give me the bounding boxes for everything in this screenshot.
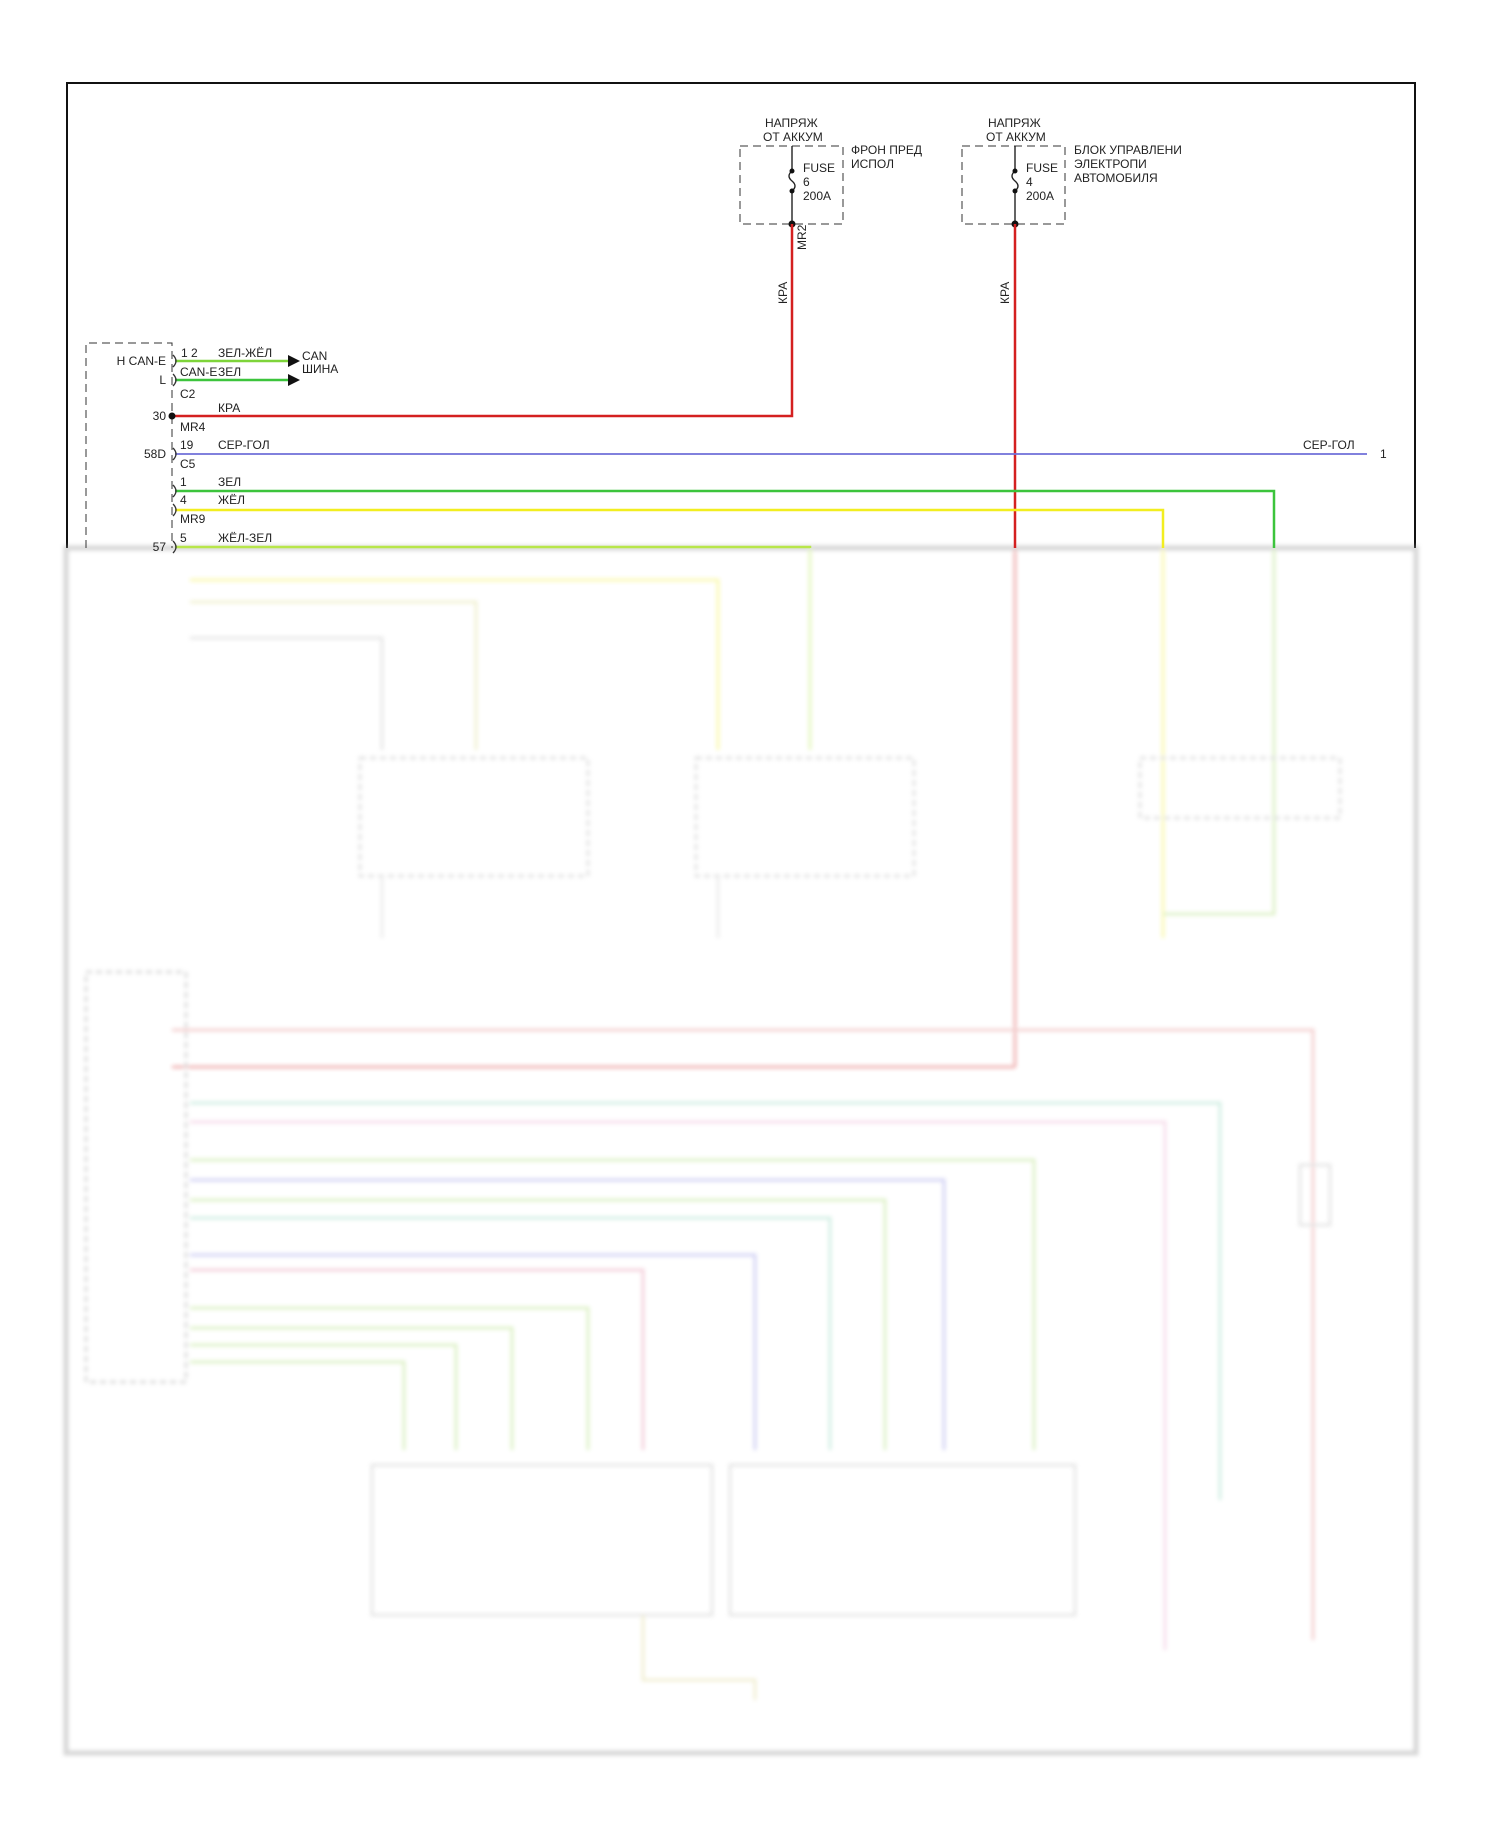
pin-30-node (168, 412, 176, 420)
wire-label: ЖЁЛ-ЗЕЛ (218, 531, 272, 545)
module-box (85, 342, 173, 548)
fuse-box-right-label: АВТОМОБИЛЯ (1074, 171, 1158, 185)
reference-number: 1 (1380, 447, 1387, 461)
wire-label: ЖЁЛ (218, 493, 245, 507)
pin-number: 4 (180, 493, 187, 507)
connector-mr2: MR2 (795, 224, 809, 250)
fuse-right-rating: 200A (1026, 189, 1054, 203)
pin-number: 1 (180, 475, 187, 489)
fuse-right-label: FUSE (1026, 161, 1058, 175)
connector-label: MR4 (180, 420, 206, 434)
pin-number: CAN-E (180, 365, 217, 379)
wire-label: ЗЕЛ (218, 365, 241, 379)
fuse-box-left-label: ИСПОЛ (851, 157, 894, 171)
faded-lower-diagram (63, 545, 1419, 1756)
pin-name: 57 (153, 540, 167, 554)
wire-label: КРА (218, 401, 240, 415)
wire-label: ЗЕЛ (218, 475, 241, 489)
can-bus-label: CAN (302, 349, 327, 363)
fuse-box-right-label: ЭЛЕКТРОПИ (1074, 157, 1147, 171)
pin-name: H CAN-E (117, 354, 166, 368)
fuse-left-source-label: НАПРЯЖ (765, 116, 818, 130)
fuse-left-symbol (788, 146, 796, 224)
fuse-box-left-label: ФРОН ПРЕД (851, 143, 922, 157)
connector-brackets (172, 354, 177, 554)
fuse-box-right (961, 145, 1066, 225)
connector-label: MR9 (180, 512, 206, 526)
pin-name: 58D (144, 447, 166, 461)
wire-label-left: КРА (776, 282, 790, 304)
fuse-box-right-label: БЛОК УПРАВЛЕНИ (1074, 143, 1182, 157)
wire-green (175, 489, 1276, 548)
pin-name: L (159, 373, 166, 387)
fuse-left-source-label: ОТ АККУМ (763, 130, 823, 144)
wire-label-right: СЕР-ГОЛ (1303, 438, 1355, 452)
fuse-right-source-label: ОТ АККУМ (986, 130, 1046, 144)
fuse-right-symbol (1011, 146, 1019, 224)
wire-yellow (175, 508, 1165, 548)
pin-number: 5 (180, 531, 187, 545)
pin-name: 30 (153, 409, 167, 423)
wire-label: ЗЕЛ-ЖЁЛ (218, 346, 272, 360)
diagram-frame (66, 82, 1416, 548)
pin-number: 1 2 (181, 346, 198, 360)
arrow-icon (288, 374, 300, 386)
fuse-left-number: 6 (803, 175, 810, 189)
connector-label: C2 (180, 387, 196, 401)
fuse-right-source-label: НАПРЯЖ (988, 116, 1041, 130)
wire-yellow-green (175, 545, 812, 549)
wire-label: СЕР-ГОЛ (218, 438, 270, 452)
fuse-right-number: 4 (1026, 175, 1033, 189)
wire-red-fuse6 (172, 224, 794, 418)
fuse-left-rating: 200A (803, 189, 831, 203)
can-bus-label: ШИНА (302, 362, 338, 376)
connector-label: C5 (180, 457, 196, 471)
pin-number: 19 (180, 438, 194, 452)
fuse-left-label: FUSE (803, 161, 835, 175)
arrow-icon (288, 355, 300, 367)
wire-label-right: КРА (998, 282, 1012, 304)
